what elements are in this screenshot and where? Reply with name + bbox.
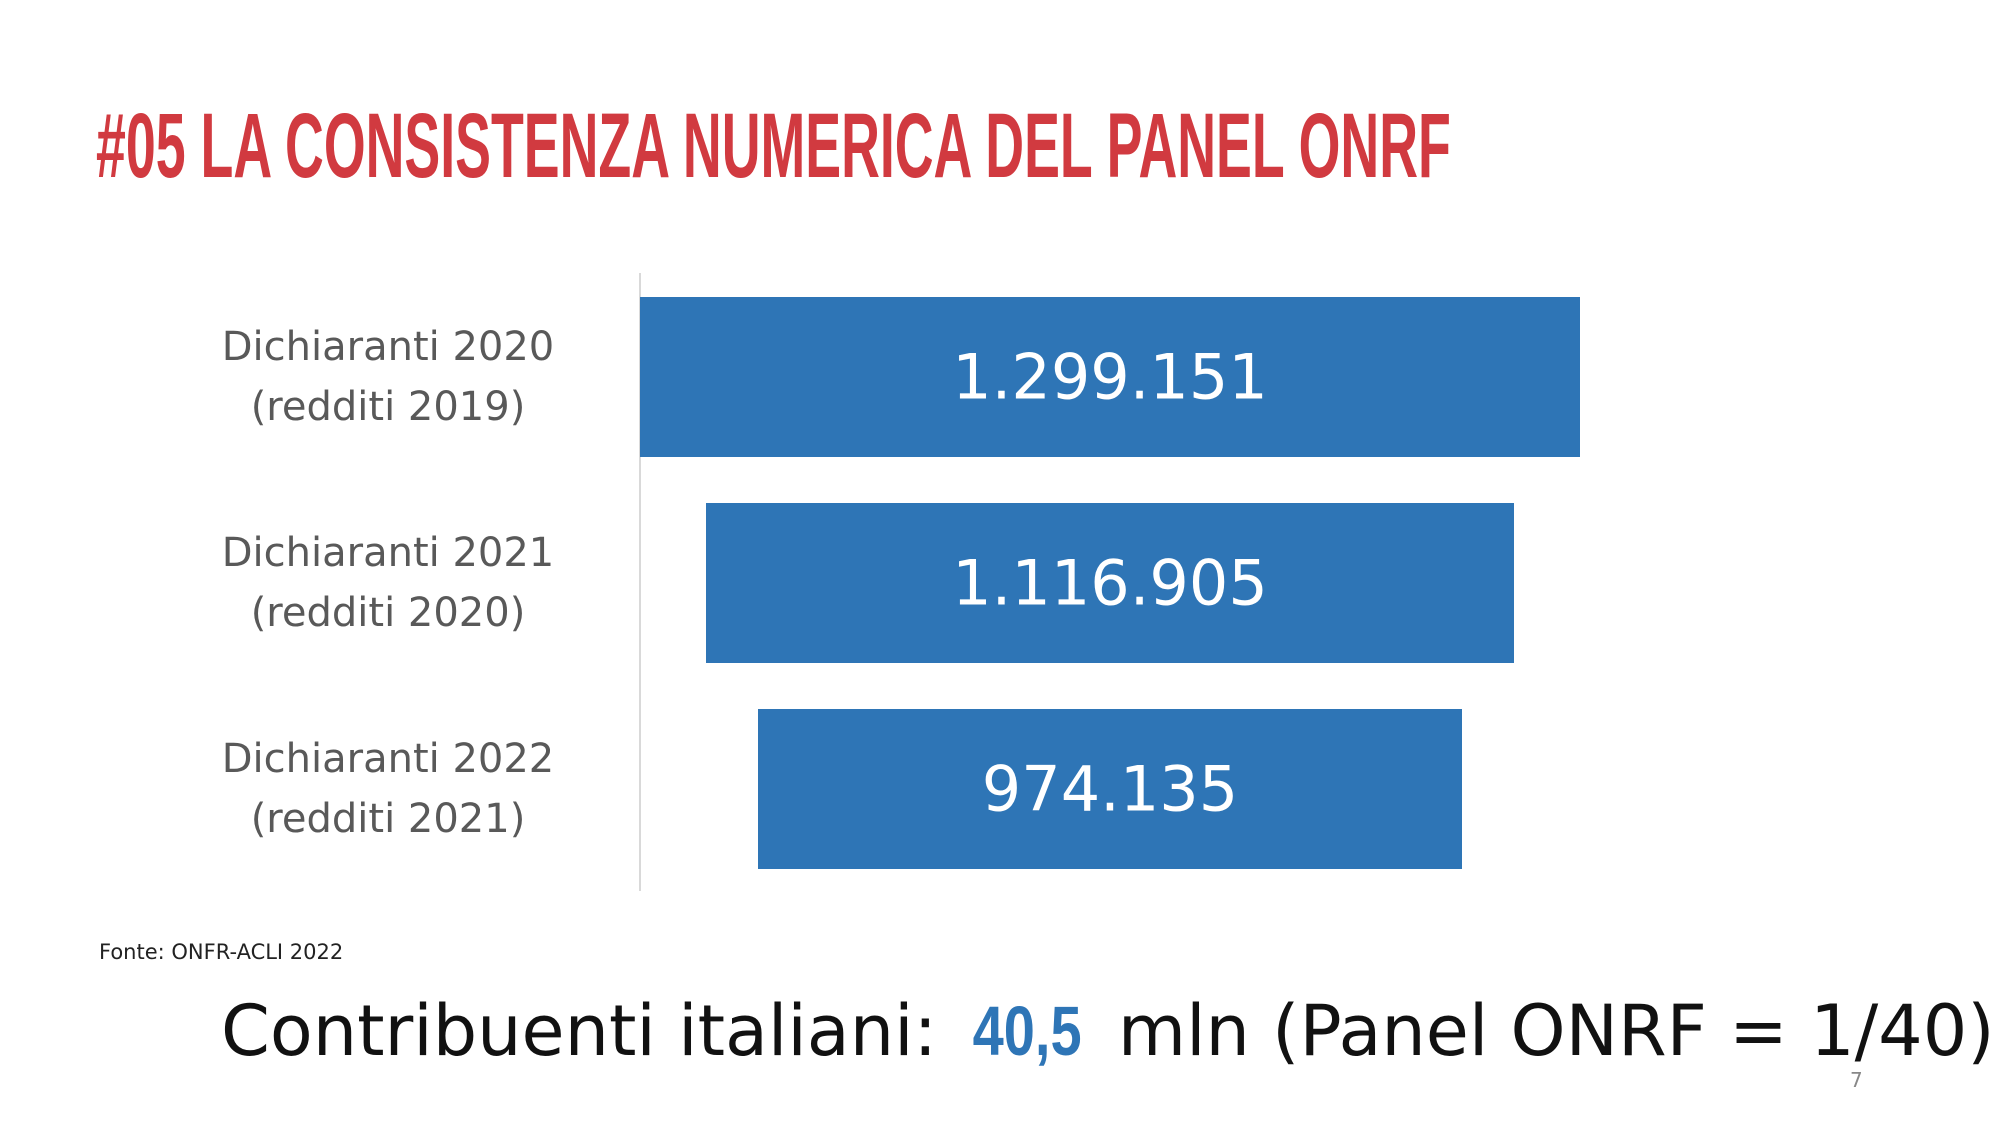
- footer-text: Contribuenti italiani: 40,5 mln (Panel O…: [221, 990, 1995, 1072]
- footer-highlight: 40,5: [973, 992, 1082, 1070]
- value-label: 974.135: [981, 752, 1239, 826]
- footer-after: mln (Panel ONRF = 1/40): [1117, 990, 1995, 1072]
- bar: [705, 503, 1515, 663]
- slide-title: #05 LA CONSISTENZA NUMERICA DEL PANEL ON…: [96, 95, 1451, 197]
- bar: [640, 297, 1580, 457]
- value-label: 1.299.151: [952, 340, 1268, 414]
- category-label: Dichiaranti 2020 (redditi 2019): [221, 324, 555, 430]
- bar: [757, 709, 1463, 869]
- page-number: 7: [1850, 1068, 1863, 1092]
- category-label: Dichiaranti 2021 (redditi 2020): [221, 530, 555, 636]
- source-note: Fonte: ONFR-ACLI 2022: [99, 940, 344, 964]
- value-label: 1.116.905: [952, 546, 1268, 620]
- footer-before: Contribuenti italiani:: [221, 990, 938, 1072]
- category-label: Dichiaranti 2022 (redditi 2021): [221, 736, 555, 842]
- axis-line: [639, 273, 641, 891]
